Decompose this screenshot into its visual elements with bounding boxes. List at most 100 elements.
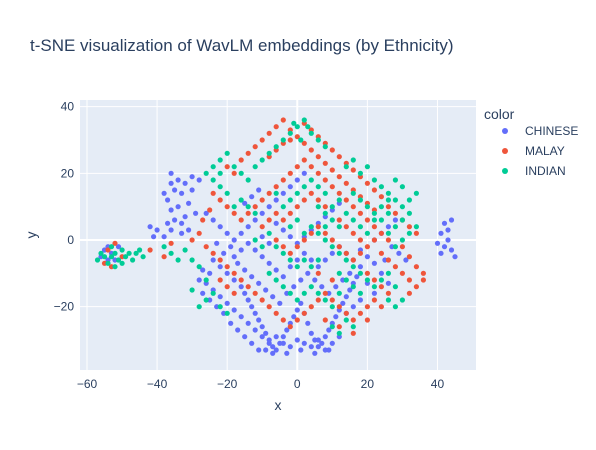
data-point-indian bbox=[301, 230, 307, 236]
data-point-chinese bbox=[242, 267, 248, 273]
data-point-chinese bbox=[242, 334, 248, 340]
data-point-indian bbox=[392, 224, 398, 230]
legend-item-malay[interactable]: MALAY bbox=[502, 144, 565, 158]
data-point-malay bbox=[357, 310, 363, 316]
data-point-chinese bbox=[256, 317, 262, 323]
legend-marker-malay bbox=[502, 148, 508, 154]
data-point-chinese bbox=[284, 350, 290, 356]
data-point-malay bbox=[294, 317, 300, 323]
data-point-chinese bbox=[284, 327, 290, 333]
data-point-chinese bbox=[175, 177, 181, 183]
data-point-chinese bbox=[259, 234, 265, 240]
data-point-chinese bbox=[252, 217, 258, 223]
data-point-malay bbox=[420, 277, 426, 283]
data-point-chinese bbox=[217, 224, 223, 230]
data-point-chinese bbox=[441, 220, 448, 226]
data-point-indian bbox=[308, 130, 314, 136]
data-point-malay bbox=[406, 290, 412, 296]
legend-item-indian[interactable]: INDIAN bbox=[502, 164, 566, 178]
data-point-chinese bbox=[312, 277, 318, 283]
data-point-chinese bbox=[238, 230, 244, 236]
data-point-malay bbox=[200, 217, 206, 223]
data-point-indian bbox=[308, 177, 314, 183]
data-point-chinese bbox=[224, 270, 230, 276]
data-point-chinese bbox=[371, 290, 377, 296]
data-point-malay bbox=[245, 284, 251, 290]
data-point-indian bbox=[130, 257, 136, 263]
data-point-malay bbox=[231, 290, 237, 296]
data-point-chinese bbox=[315, 264, 321, 270]
data-point-malay bbox=[301, 237, 307, 243]
data-point-malay bbox=[315, 197, 321, 203]
data-point-malay bbox=[301, 157, 307, 163]
data-point-indian bbox=[357, 170, 363, 176]
data-point-indian bbox=[343, 277, 349, 283]
data-point-indian bbox=[280, 137, 286, 143]
legend-label-malay: MALAY bbox=[525, 144, 565, 158]
data-point-chinese bbox=[270, 350, 276, 356]
data-point-malay bbox=[406, 224, 412, 230]
data-point-indian bbox=[315, 290, 321, 296]
data-point-chinese bbox=[445, 237, 451, 243]
data-point-chinese bbox=[448, 247, 455, 253]
data-point-chinese bbox=[371, 260, 377, 266]
data-point-malay bbox=[287, 250, 293, 256]
data-point-chinese bbox=[245, 224, 251, 230]
data-point-indian bbox=[329, 324, 335, 330]
data-point-chinese bbox=[238, 247, 244, 253]
data-point-indian bbox=[294, 217, 300, 223]
data-point-indian bbox=[98, 250, 104, 256]
data-point-malay bbox=[322, 177, 328, 183]
data-point-indian bbox=[392, 244, 398, 250]
data-point-chinese bbox=[294, 337, 300, 343]
data-point-malay bbox=[273, 310, 279, 316]
data-point-malay bbox=[336, 304, 342, 310]
data-point-malay bbox=[385, 237, 391, 243]
y-tick-label: 0 bbox=[67, 233, 74, 247]
data-point-indian bbox=[266, 270, 272, 276]
data-point-chinese bbox=[256, 280, 262, 286]
data-point-malay bbox=[406, 254, 412, 260]
data-point-chinese bbox=[294, 307, 300, 313]
data-point-indian bbox=[115, 257, 122, 263]
data-point-indian bbox=[336, 224, 342, 230]
data-point-chinese bbox=[294, 177, 300, 183]
data-point-indian bbox=[322, 297, 328, 303]
data-point-indian bbox=[203, 170, 209, 176]
data-point-chinese bbox=[207, 270, 213, 276]
data-point-indian bbox=[280, 250, 286, 256]
data-point-chinese bbox=[249, 304, 255, 310]
data-point-chinese bbox=[231, 254, 237, 260]
data-point-indian bbox=[217, 304, 223, 310]
data-point-malay bbox=[315, 154, 321, 160]
data-point-indian bbox=[112, 250, 118, 256]
data-point-malay bbox=[105, 247, 111, 253]
legend-item-chinese[interactable]: CHINESE bbox=[502, 124, 578, 138]
data-point-malay bbox=[385, 257, 391, 263]
data-point-malay bbox=[301, 310, 307, 316]
data-point-indian bbox=[399, 237, 405, 243]
data-point-malay bbox=[378, 304, 384, 310]
data-point-chinese bbox=[441, 244, 448, 250]
data-point-malay bbox=[343, 180, 349, 186]
data-point-indian bbox=[287, 257, 293, 263]
data-point-indian bbox=[371, 177, 377, 183]
data-point-malay bbox=[287, 210, 293, 216]
data-point-indian bbox=[308, 264, 314, 270]
data-point-chinese bbox=[161, 190, 167, 196]
data-point-malay bbox=[273, 237, 279, 243]
y-tick-label: 40 bbox=[61, 100, 75, 114]
data-point-indian bbox=[315, 230, 321, 236]
data-point-indian bbox=[301, 257, 307, 263]
data-point-malay bbox=[322, 290, 328, 296]
data-point-chinese bbox=[210, 217, 216, 223]
data-point-indian bbox=[259, 157, 265, 163]
data-point-malay bbox=[266, 304, 272, 310]
data-point-malay bbox=[392, 264, 398, 270]
data-point-indian bbox=[392, 284, 398, 290]
data-point-malay bbox=[357, 250, 363, 256]
data-point-indian bbox=[350, 217, 356, 223]
data-point-malay bbox=[301, 140, 307, 146]
data-point-malay bbox=[266, 130, 272, 136]
data-point-indian bbox=[322, 190, 328, 196]
